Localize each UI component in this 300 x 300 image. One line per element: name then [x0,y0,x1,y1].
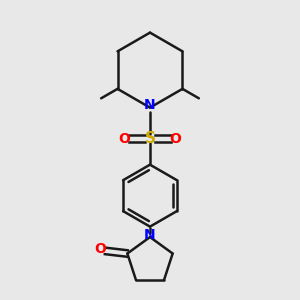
Text: S: S [145,131,155,146]
Text: O: O [169,132,181,145]
Text: O: O [95,242,106,256]
Text: N: N [144,98,156,112]
Text: O: O [118,132,130,145]
Text: N: N [144,228,156,242]
